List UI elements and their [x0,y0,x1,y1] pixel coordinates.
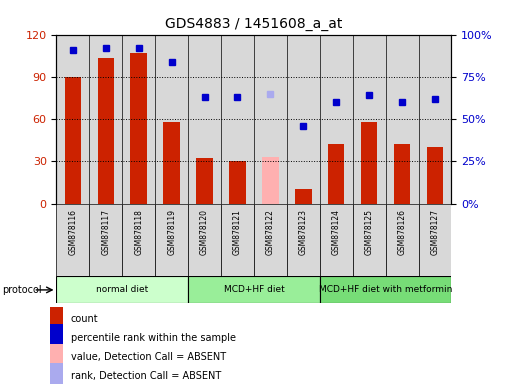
Bar [229,161,246,204]
Bar [254,204,287,276]
Text: protocol: protocol [3,285,42,295]
Text: GSM878119: GSM878119 [167,209,176,255]
Bar [56,204,89,276]
Bar [155,35,188,204]
Bar [122,204,155,276]
Text: count: count [71,314,98,324]
Bar [394,144,410,204]
Bar [89,204,122,276]
Bar [50,344,63,371]
Text: MCD+HF diet: MCD+HF diet [224,285,284,295]
Text: percentile rank within the sample: percentile rank within the sample [71,333,235,343]
Bar [320,204,353,276]
Bar [419,204,451,276]
Text: GSM878122: GSM878122 [266,209,275,255]
Bar [262,157,279,204]
Text: GSM878118: GSM878118 [134,209,143,255]
Bar [89,35,122,204]
Bar [320,276,451,303]
Bar [56,276,188,303]
Text: value, Detection Call = ABSENT: value, Detection Call = ABSENT [71,352,226,362]
Text: GSM878126: GSM878126 [398,209,407,255]
Bar [386,35,419,204]
Title: GDS4883 / 1451608_a_at: GDS4883 / 1451608_a_at [165,17,343,31]
Bar [328,144,344,204]
Text: GSM878116: GSM878116 [68,209,77,255]
Bar [287,204,320,276]
Text: normal diet: normal diet [96,285,148,295]
Bar [196,159,213,204]
Bar [188,276,320,303]
Text: GSM878121: GSM878121 [233,209,242,255]
Text: MCD+HF diet with metformin: MCD+HF diet with metformin [319,285,452,295]
Bar [122,35,155,204]
Bar [254,35,287,204]
Bar [419,35,451,204]
Bar [164,122,180,204]
Text: GSM878124: GSM878124 [332,209,341,255]
Bar [361,122,378,204]
Text: GSM878125: GSM878125 [365,209,373,255]
Bar [155,204,188,276]
Bar [320,35,352,204]
Bar [353,204,386,276]
Bar [188,204,221,276]
Bar [352,35,386,204]
Text: GSM878117: GSM878117 [101,209,110,255]
Bar [188,35,221,204]
Bar [386,204,419,276]
Text: rank, Detection Call = ABSENT: rank, Detection Call = ABSENT [71,371,221,381]
Bar [50,324,63,351]
Text: GSM878127: GSM878127 [430,209,440,255]
Bar [56,35,89,204]
Bar [295,189,311,204]
Text: GSM878123: GSM878123 [299,209,308,255]
Bar [65,77,81,204]
Bar [130,53,147,204]
Bar [50,363,63,384]
Bar [221,204,254,276]
Bar [427,147,443,204]
Bar [221,35,254,204]
Bar [287,35,320,204]
Bar [50,305,63,332]
Bar [97,58,114,204]
Text: GSM878120: GSM878120 [200,209,209,255]
